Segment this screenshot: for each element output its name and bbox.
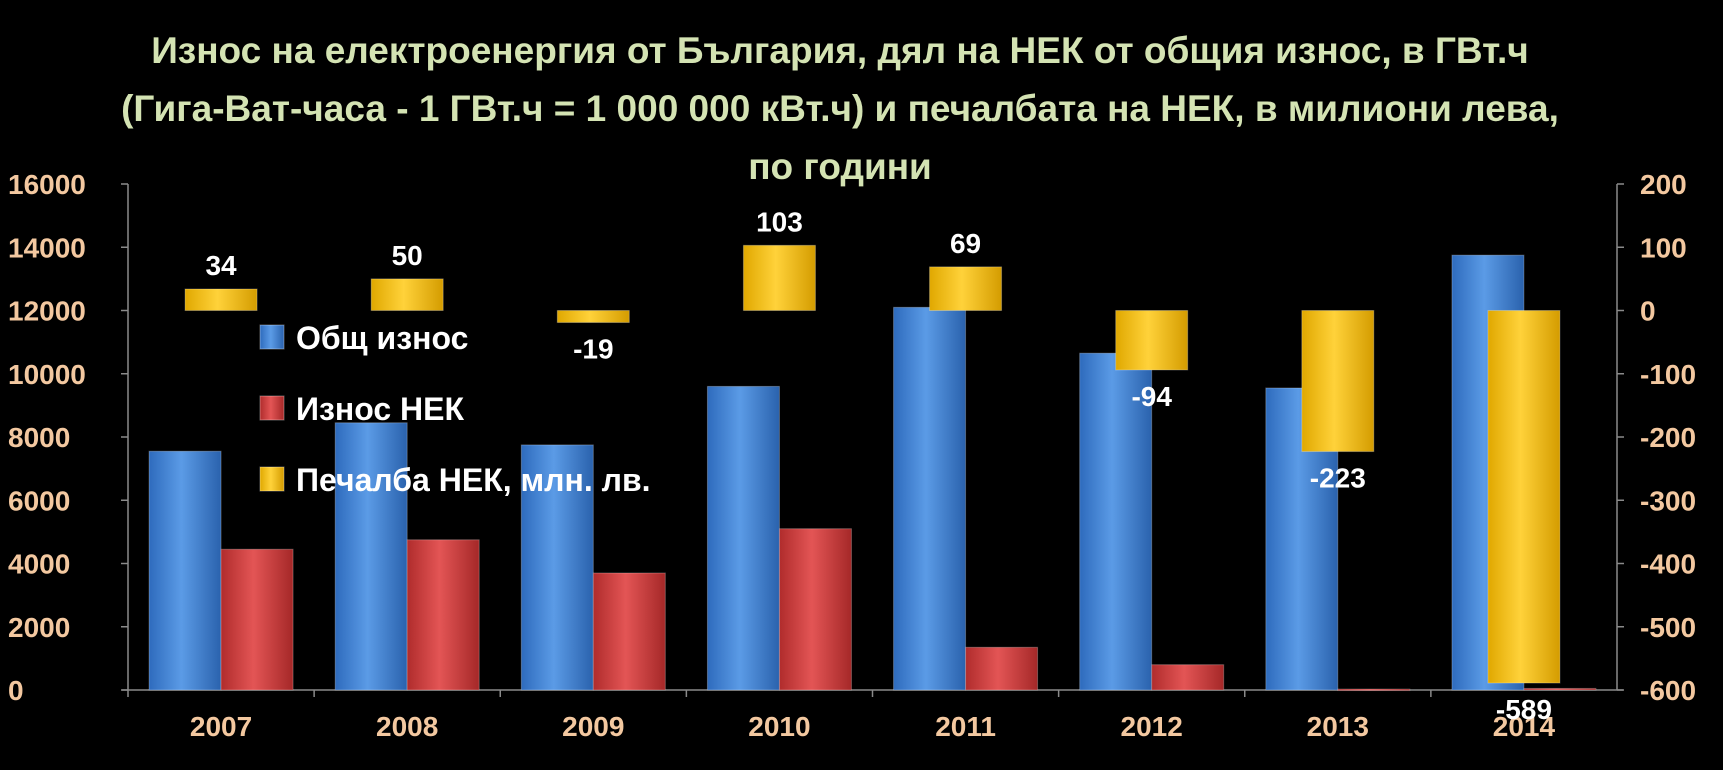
y-right-tick-label: -200 [1640, 422, 1696, 453]
bar-nek-export-2009 [592, 572, 666, 691]
legend-label-nek-export: Износ НЕК [296, 391, 465, 427]
bar-nek-profit-2010 [742, 244, 816, 311]
bar-nek-profit-2012 [1115, 310, 1189, 371]
data-labels-layer: 34 50 -19 103 69 -94 -223 -589 [205, 206, 1551, 725]
bar-total-export-2011 [893, 306, 967, 691]
bar-nek-profit-2008 [370, 278, 444, 311]
legend: Общ износ Износ НЕК Печалба НЕК, млн. лв. [259, 320, 651, 498]
bar-nek-export-2007 [220, 548, 294, 691]
data-label-nek-profit-2011: 69 [950, 228, 981, 259]
y-left-tick-label: 4000 [8, 549, 70, 580]
bar-total-export-2008 [334, 422, 408, 691]
y-left-tick-label: 8000 [8, 422, 70, 453]
bar-total-export-2009 [520, 444, 594, 691]
bar-total-export-2012 [1079, 352, 1153, 691]
y-right-tick-label: -300 [1640, 485, 1696, 516]
data-label-nek-profit-2008: 50 [392, 240, 423, 271]
y-right-tick-label: 0 [1640, 296, 1656, 327]
bar-nek-export-2013 [1337, 688, 1411, 692]
data-label-nek-profit-2014: -589 [1496, 694, 1552, 725]
x-tick-label: 2014 [1493, 711, 1556, 742]
bar-nek-profit-2007 [184, 288, 258, 311]
y-right-tick-label: -500 [1640, 612, 1696, 643]
bar-nek-export-2008 [406, 539, 480, 691]
x-tick-label: 2012 [1121, 711, 1183, 742]
y-right-tick-label: 100 [1640, 232, 1687, 263]
bar-nek-export-2012 [1151, 664, 1225, 691]
bar-nek-profit-2009 [556, 310, 630, 324]
y-right-tick-label: -600 [1640, 675, 1696, 706]
x-tick-label: 2013 [1307, 711, 1369, 742]
bar-nek-export-2014 [1523, 687, 1597, 691]
data-label-nek-profit-2007: 34 [205, 250, 237, 281]
y-right-tick-label: -100 [1640, 359, 1696, 390]
data-label-nek-profit-2013: -223 [1310, 463, 1366, 494]
legend-label-total-export: Общ износ [296, 320, 468, 356]
chart-title: Износ на електроенергия от България, дял… [121, 30, 1559, 187]
legend-swatch-nek-export [259, 395, 285, 421]
legend-label-nek-profit: Печалба НЕК, млн. лв. [296, 462, 651, 498]
bar-total-export-2007 [148, 450, 222, 691]
bar-total-export-2010 [706, 385, 780, 691]
data-label-nek-profit-2012: -94 [1131, 381, 1172, 412]
x-tick-label: 2009 [562, 711, 624, 742]
y-left-tick-label: 10000 [8, 359, 86, 390]
bar-nek-profit-2013 [1301, 310, 1375, 453]
y-left-tick-label: 12000 [8, 296, 86, 327]
x-tick-label: 2008 [376, 711, 438, 742]
y-left-tick-label: 0 [8, 675, 24, 706]
bar-nek-profit-2014 [1487, 310, 1561, 684]
y-left-tick-label: 16000 [8, 169, 86, 200]
x-tick-label: 2011 [935, 711, 996, 742]
bar-nek-profit-2011 [929, 266, 1003, 312]
legend-swatch-total-export [259, 324, 285, 350]
x-tick-label: 2010 [748, 711, 810, 742]
y-right-tick-label: 200 [1640, 169, 1687, 200]
x-tick-label: 2007 [190, 711, 252, 742]
bar-nek-export-2011 [965, 646, 1039, 691]
y-left-tick-label: 2000 [8, 612, 70, 643]
y-left-tick-label: 14000 [8, 232, 86, 263]
y-left-tick-label: 6000 [8, 485, 70, 516]
legend-swatch-nek-profit [259, 466, 285, 492]
data-label-nek-profit-2010: 103 [756, 206, 803, 237]
bars-layer [148, 244, 1597, 692]
data-label-nek-profit-2009: -19 [573, 334, 613, 365]
y-right-tick-label: -400 [1640, 549, 1696, 580]
bar-nek-export-2010 [778, 528, 852, 691]
